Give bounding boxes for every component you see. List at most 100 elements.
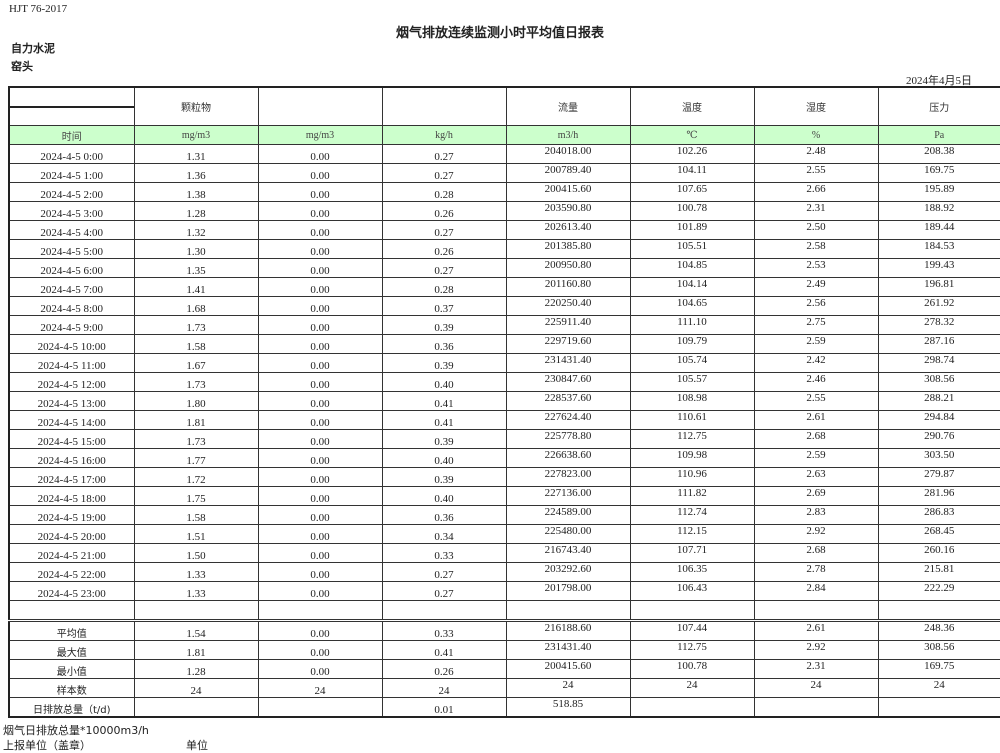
time-cell: 2024-4-5 3:00 <box>8 201 135 221</box>
table-row: 2024-4-5 6:00 1.35 0.00 0.27 200950.80 104.85… <box>8 258 1000 278</box>
value-cell: 2.68 <box>753 429 879 449</box>
value-cell: 2.66 <box>753 182 879 202</box>
value-cell: 0.00 <box>257 353 383 373</box>
value-cell: 230847.60 <box>505 372 631 392</box>
value-cell: 0.00 <box>257 163 383 183</box>
unit-cell: ℃ <box>629 125 755 145</box>
table-row: 2024-4-5 11:00 1.67 0.00 0.39 231431.40 105.7… <box>8 353 1000 373</box>
value-cell: 1.68 <box>133 296 259 316</box>
flow-unit-note: 烟气日排放总量*10000m3/h <box>3 724 149 737</box>
value-cell: 261.92 <box>877 296 1000 316</box>
value-cell: 290.76 <box>877 429 1000 449</box>
value-cell: 184.53 <box>877 239 1000 259</box>
column-header: 流量 <box>505 86 631 126</box>
table-row: 2024-4-5 4:00 1.32 0.00 0.27 202613.40 101.89… <box>8 220 1000 240</box>
value-cell: 2.49 <box>753 277 879 297</box>
stat-value: 0.00 <box>257 620 383 641</box>
blank-row <box>8 600 1000 622</box>
value-cell: 1.32 <box>133 220 259 240</box>
stat-value <box>877 697 1000 718</box>
table-row: 2024-4-5 18:00 1.75 0.00 0.40 227136.00 111.8… <box>8 486 1000 506</box>
table-row: 2024-4-5 22:00 1.33 0.00 0.27 203292.60 106.3… <box>8 562 1000 582</box>
value-cell: 0.34 <box>381 524 507 544</box>
value-cell: 102.26 <box>629 144 755 164</box>
time-cell: 2024-4-5 4:00 <box>8 220 135 240</box>
value-cell: 1.30 <box>133 239 259 259</box>
value-cell: 215.81 <box>877 562 1000 582</box>
value-cell: 199.43 <box>877 258 1000 278</box>
value-cell: 286.83 <box>877 505 1000 525</box>
value-cell: 294.84 <box>877 410 1000 430</box>
value-cell: 2.63 <box>753 467 879 487</box>
value-cell: 106.35 <box>629 562 755 582</box>
value-cell: 227823.00 <box>505 467 631 487</box>
value-cell: 1.51 <box>133 524 259 544</box>
value-cell: 220250.40 <box>505 296 631 316</box>
time-cell: 2024-4-5 2:00 <box>8 182 135 202</box>
table-row: 2024-4-5 19:00 1.58 0.00 0.36 224589.00 112.7… <box>8 505 1000 525</box>
value-cell: 224589.00 <box>505 505 631 525</box>
value-cell: 2.83 <box>753 505 879 525</box>
empty-cell <box>753 600 879 622</box>
value-cell: 2.92 <box>753 524 879 544</box>
value-cell: 228537.60 <box>505 391 631 411</box>
value-cell: 169.75 <box>877 163 1000 183</box>
stat-value: 0.26 <box>381 659 507 679</box>
value-cell: 1.80 <box>133 391 259 411</box>
value-cell: 1.36 <box>133 163 259 183</box>
value-cell: 0.26 <box>381 239 507 259</box>
value-cell: 0.00 <box>257 315 383 335</box>
stat-value <box>133 697 259 718</box>
value-cell: 0.00 <box>257 277 383 297</box>
value-cell: 0.00 <box>257 505 383 525</box>
stat-label: 样本数 <box>8 678 135 698</box>
stat-value: 0.01 <box>381 697 507 718</box>
value-cell: 0.27 <box>381 163 507 183</box>
value-cell: 203590.80 <box>505 201 631 221</box>
value-cell: 1.41 <box>133 277 259 297</box>
value-cell: 268.45 <box>877 524 1000 544</box>
value-cell: 104.85 <box>629 258 755 278</box>
value-cell: 1.81 <box>133 410 259 430</box>
value-cell: 1.58 <box>133 505 259 525</box>
stat-value: 2.92 <box>753 640 879 660</box>
stat-value: 0.00 <box>257 659 383 679</box>
value-cell: 0.00 <box>257 334 383 354</box>
value-cell: 0.27 <box>381 258 507 278</box>
time-cell: 2024-4-5 12:00 <box>8 372 135 392</box>
value-cell: 0.41 <box>381 391 507 411</box>
report-title: 烟气排放连续监测小时平均值日报表 <box>395 26 604 41</box>
value-cell: 104.65 <box>629 296 755 316</box>
stat-label: 最大值 <box>8 640 135 660</box>
stat-value: 231431.40 <box>505 640 631 660</box>
value-cell: 1.73 <box>133 315 259 335</box>
header-divider <box>11 89 133 108</box>
table-row: 2024-4-5 10:00 1.58 0.00 0.36 229719.60 109.7… <box>8 334 1000 354</box>
value-cell: 0.27 <box>381 144 507 164</box>
value-cell: 229719.60 <box>505 334 631 354</box>
value-cell: 107.65 <box>629 182 755 202</box>
value-cell: 0.00 <box>257 486 383 506</box>
value-cell: 108.98 <box>629 391 755 411</box>
value-cell: 1.28 <box>133 201 259 221</box>
stat-value: 518.85 <box>505 697 631 718</box>
value-cell: 2.59 <box>753 448 879 468</box>
value-cell: 0.39 <box>381 429 507 449</box>
value-cell: 112.15 <box>629 524 755 544</box>
value-cell: 281.96 <box>877 486 1000 506</box>
value-cell: 2.84 <box>753 581 879 601</box>
value-cell: 200415.60 <box>505 182 631 202</box>
stat-value: 216188.60 <box>505 620 631 641</box>
empty-cell <box>629 600 755 622</box>
stat-value: 1.54 <box>133 620 259 641</box>
value-cell: 222.29 <box>877 581 1000 601</box>
value-cell: 1.38 <box>133 182 259 202</box>
report-date: 2024年4月5日 <box>906 75 972 87</box>
value-cell: 0.39 <box>381 353 507 373</box>
value-cell: 196.81 <box>877 277 1000 297</box>
stat-value: 112.75 <box>629 640 755 660</box>
value-cell: 0.00 <box>257 239 383 259</box>
unit-cell: kg/h <box>381 125 507 145</box>
value-cell: 2.69 <box>753 486 879 506</box>
header-corner-cell <box>8 86 135 126</box>
